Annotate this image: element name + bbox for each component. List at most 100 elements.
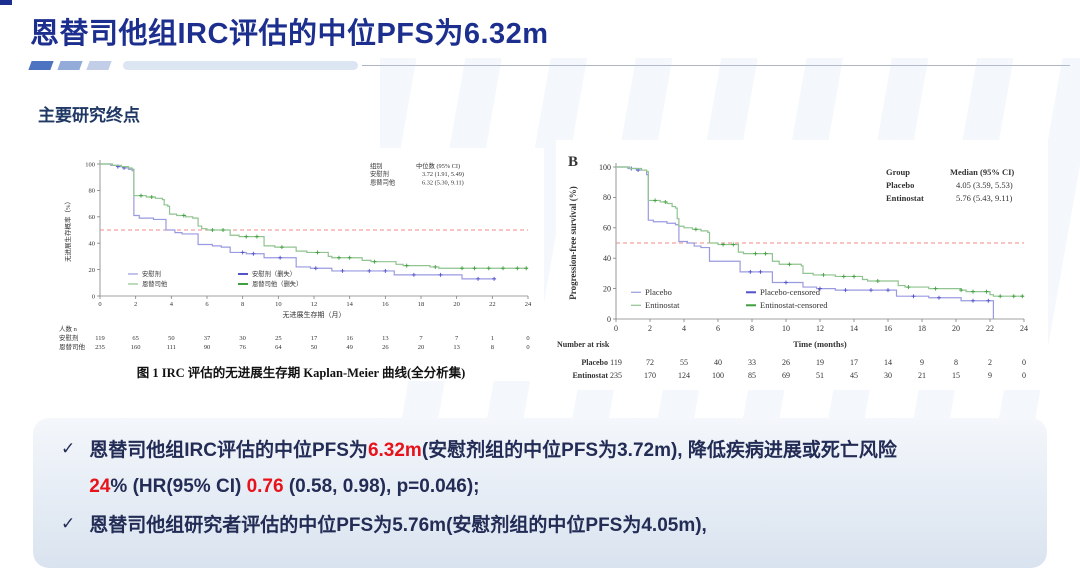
x-tick-label: 18 [418,301,425,308]
at-risk-value: 49 [346,344,353,351]
legend-table-group: 安慰剂 [370,169,389,178]
y-tick-label: 80 [603,193,611,202]
at-risk-value: 20 [418,344,425,351]
y-tick-label: 20 [89,267,96,274]
y-axis-label: 无进展生存概率（%） [63,198,72,262]
at-risk-value: 21 [918,371,926,380]
summary-bullet-text: 恩替司他组研究者评估的中位PFS为5.76m(安慰剂组的中位PFS为4.05m)… [89,514,707,536]
check-icon: ✓ [61,439,76,458]
x-tick-label: 14 [850,324,858,333]
at-risk-value: 33 [748,358,756,367]
at-risk-value: 119 [610,358,622,367]
x-tick-label: 14 [346,301,353,308]
at-risk-value: 17 [850,358,858,367]
page-title: 恩替司他组IRC评估的中位PFS为6.32m [30,18,549,50]
at-risk-value: 7 [419,335,423,342]
x-tick-label: 24 [1020,324,1028,333]
at-risk-value: 8 [954,358,958,367]
at-risk-value: 111 [167,344,176,351]
legend-label: Entinostat-censored [760,300,828,310]
check-icon: ✓ [61,513,76,533]
x-tick-label: 18 [918,324,926,333]
at-risk-row-label: Placebo [581,358,608,367]
at-risk-value: 119 [95,335,105,342]
legend-table-median: 6.32 (5.30, 9.11) [422,179,464,186]
at-risk-value: 0 [526,344,529,351]
at-risk-value: 1 [491,335,494,342]
at-risk-value: 9 [988,371,992,380]
x-tick-label: 4 [682,324,686,333]
x-tick-label: 12 [311,301,318,308]
divider-parallelogram-1 [28,60,54,70]
legend-label: 恩替司他 [142,279,168,288]
x-tick-label: 22 [986,324,994,333]
legend-table-header: 组别 [370,161,383,170]
legend-table-group: Placebo [886,180,914,190]
x-tick-label: 10 [782,324,790,333]
legend-table-group: 恩替司他 [370,177,396,186]
at-risk-value: 26 [382,344,389,351]
at-risk-value: 100 [712,371,724,380]
at-risk-value: 55 [680,358,688,367]
at-risk-value: 69 [782,371,790,380]
x-tick-label: 4 [170,301,174,308]
legend-label: 恩替司他（删失） [252,279,302,288]
x-tick-label: 16 [884,324,892,333]
legend-table-header: Median (95% CI) [950,167,1014,177]
x-axis-label: Time (months) [793,339,847,349]
at-risk-value: 19 [816,358,824,367]
at-risk-value: 235 [95,344,105,351]
legend-label: 安慰剂 [142,269,161,278]
km-curve-恩替司他 [100,163,528,269]
at-risk-value: 30 [884,371,892,380]
at-risk-value: 8 [491,344,494,351]
x-tick-label: 20 [453,301,460,308]
at-risk-value: 16 [346,335,353,342]
y-tick-label: 60 [89,214,96,221]
summary-bullet-1: ✓ 恩替司他组IRC评估的中位PFS为6.32m(安慰剂组的中位PFS为3.72m… [57,433,1021,506]
at-risk-value: 7 [455,335,459,342]
x-tick-label: 6 [205,301,209,308]
at-risk-value: 160 [131,344,141,351]
at-risk-value: 76 [239,344,246,351]
legend-table-group: Entinostat [886,193,924,203]
at-risk-value: 50 [168,335,175,342]
y-tick-label: 100 [85,161,95,168]
y-tick-label: 80 [89,188,96,195]
at-risk-value: 170 [644,371,656,380]
figure-caption: 图 1 IRC 评估的无进展生存期 Kaplan-Meier 曲线(全分析集) [136,366,466,380]
at-risk-value: 50 [311,344,318,351]
at-risk-row-label: 恩替司他 [59,342,86,351]
y-tick-label: 0 [607,315,611,324]
x-tick-label: 10 [275,301,282,308]
x-tick-label: 22 [489,301,496,308]
km-chart-english: 0 20 40 60 80 100 0 2 4 6 8 10 12 14 16 18 20 22 24 Group Me… [556,140,1048,390]
y-tick-label: 0 [92,293,95,300]
at-risk-value: 13 [453,344,460,351]
x-tick-label: 6 [716,324,720,333]
at-risk-title: 人数 n [59,324,78,333]
legend-table-header: Group [886,167,910,177]
at-risk-value: 72 [646,358,654,367]
at-risk-value: 25 [275,335,282,342]
x-tick-label: 0 [614,324,618,333]
at-risk-value: 37 [204,335,211,342]
y-tick-label: 40 [89,240,96,247]
at-risk-value: 90 [204,344,211,351]
y-axis-label: Progression-free survival (%) [568,186,578,299]
at-risk-value: 235 [610,371,622,380]
corner-accent [0,0,12,5]
x-tick-label: 0 [98,301,101,308]
at-risk-value: 85 [748,371,756,380]
legend-label: 安慰剂（删失） [252,269,296,278]
at-risk-value: 51 [816,371,824,380]
y-tick-label: 40 [603,254,611,263]
summary-bullet-2: ✓ 恩替司他组研究者评估的中位PFS为5.76m(安慰剂组的中位PFS为4.05m… [57,508,1021,544]
x-tick-label: 16 [382,301,389,308]
at-risk-value: 14 [884,358,892,367]
at-risk-value: 65 [132,335,139,342]
at-risk-value: 17 [311,335,318,342]
x-tick-label: 12 [816,324,824,333]
at-risk-value: 64 [275,344,282,351]
